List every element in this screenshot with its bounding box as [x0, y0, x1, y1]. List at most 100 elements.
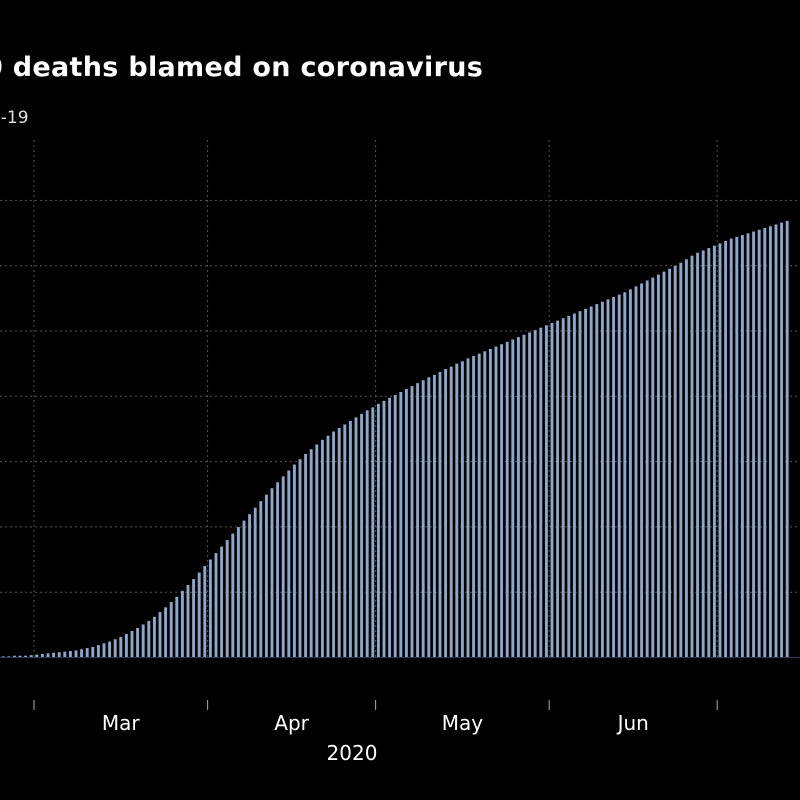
x-tick-label: Apr [274, 711, 309, 735]
bar [472, 356, 476, 658]
bar [276, 482, 280, 658]
x-tick-label: May [442, 711, 484, 735]
bar [628, 289, 632, 658]
bar [29, 655, 33, 658]
bar [102, 643, 106, 658]
bar [668, 268, 672, 658]
bar [701, 250, 705, 658]
bar [348, 420, 352, 658]
bar [729, 238, 733, 658]
bar [623, 292, 627, 658]
bar [740, 235, 744, 658]
bar [712, 245, 716, 658]
bar [186, 584, 190, 658]
bar [718, 243, 722, 658]
bar [393, 394, 397, 658]
bar [292, 464, 296, 658]
bar [483, 351, 487, 658]
bar [264, 494, 268, 658]
bar [113, 639, 117, 658]
bar [752, 231, 756, 658]
bar [449, 366, 453, 658]
bar [757, 229, 761, 658]
bar-series [1, 220, 789, 658]
bar [774, 224, 778, 658]
bar [18, 655, 22, 658]
bar [460, 361, 464, 658]
bar [320, 439, 324, 658]
bar [225, 540, 229, 658]
bar [600, 301, 604, 658]
bar [68, 651, 72, 658]
bar [645, 280, 649, 658]
bar [567, 315, 571, 658]
bar [197, 572, 201, 658]
bar [130, 630, 134, 658]
bar [578, 311, 582, 658]
bar [427, 377, 431, 658]
bar [785, 220, 789, 658]
bar [724, 240, 728, 658]
bar [410, 386, 414, 658]
bar [388, 397, 392, 658]
bar [477, 353, 481, 658]
bar [466, 358, 470, 658]
bar [52, 652, 56, 658]
bar [746, 233, 750, 658]
bar [656, 274, 660, 658]
bar [494, 346, 498, 658]
bar [152, 616, 156, 658]
bar [248, 514, 252, 658]
x-axis-year-label: 2020 [327, 741, 378, 765]
bar [124, 633, 128, 658]
bar [337, 427, 341, 658]
bar [399, 392, 403, 658]
bar [606, 299, 610, 658]
x-tick-label: Mar [102, 711, 141, 735]
bar [164, 607, 168, 658]
bar [119, 636, 123, 658]
bar [528, 332, 532, 658]
bar [780, 222, 784, 658]
bar [12, 655, 16, 658]
chart-subtitle: d-19 [0, 108, 29, 128]
bar [85, 648, 89, 658]
bar [158, 612, 162, 658]
bar [231, 533, 235, 658]
bar [679, 262, 683, 658]
bar [595, 304, 599, 658]
bar [651, 277, 655, 658]
bar [684, 259, 688, 658]
bar [505, 341, 509, 658]
bar [416, 383, 420, 658]
bar [208, 559, 212, 658]
bar [253, 507, 257, 658]
bar [180, 590, 184, 658]
chart-title: 0 deaths blamed on coronavirus [0, 52, 484, 83]
bar [438, 371, 442, 658]
bar [444, 368, 448, 658]
bar [332, 431, 336, 658]
bar [91, 646, 95, 658]
bar [371, 407, 375, 658]
bar [673, 265, 677, 658]
x-axis: Mar Apr May Jun [33, 700, 718, 735]
bar [298, 459, 302, 658]
bar [214, 553, 218, 658]
bar [696, 252, 700, 658]
bar [640, 283, 644, 658]
bar [572, 313, 576, 658]
bar [40, 653, 44, 658]
bar [634, 286, 638, 658]
bar [589, 306, 593, 658]
bar [192, 579, 196, 658]
bar [612, 297, 616, 658]
bar [690, 255, 694, 658]
bar [533, 330, 537, 658]
bar [516, 337, 520, 658]
bar [136, 628, 140, 658]
bar [108, 641, 112, 658]
bar [707, 248, 711, 658]
bar [24, 655, 28, 658]
bar [309, 449, 313, 658]
